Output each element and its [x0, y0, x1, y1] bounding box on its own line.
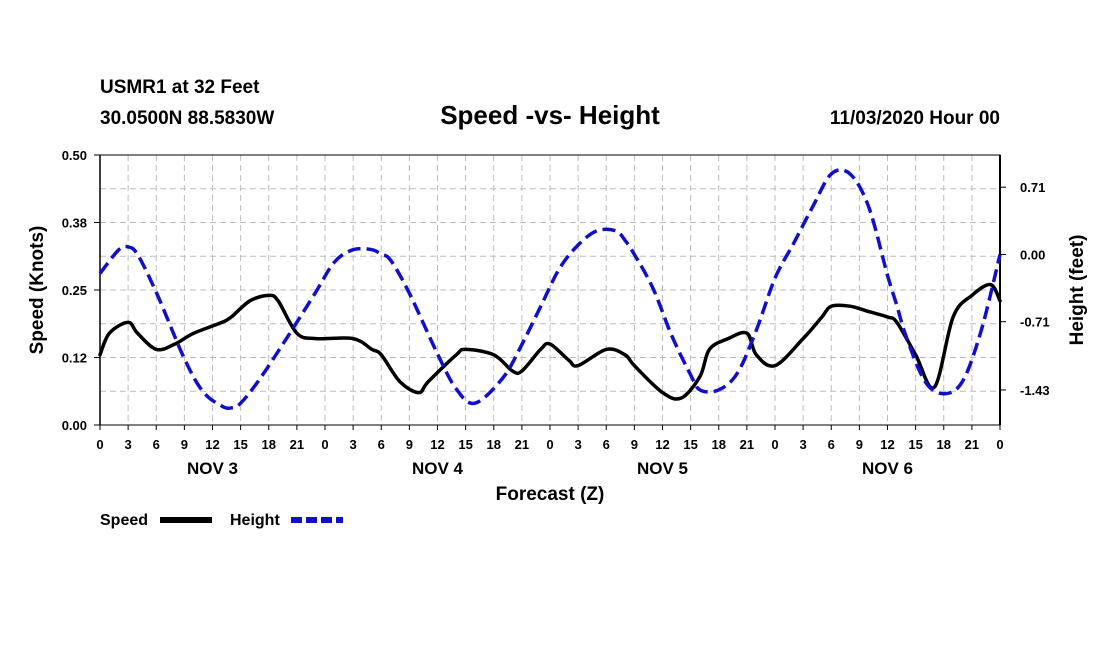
- day-label: NOV 5: [637, 459, 688, 478]
- speed-series-line: [98, 282, 1002, 401]
- chart-title: Speed -vs- Height: [440, 100, 660, 130]
- day-label: NOV 3: [187, 459, 238, 478]
- x-tick-label: 6: [378, 437, 385, 452]
- x-tick-label: 0: [546, 437, 553, 452]
- coordinates-label: 30.0500N 88.5830W: [100, 108, 274, 129]
- x-tick-label: 3: [575, 437, 582, 452]
- x-tick-label: 21: [740, 437, 754, 452]
- x-tick-label: 3: [125, 437, 132, 452]
- x-tick-label: 9: [406, 437, 413, 452]
- x-tick-label: 21: [290, 437, 304, 452]
- date-label: 11/03/2020 Hour 00: [830, 108, 1000, 129]
- x-tick-label: 6: [153, 437, 160, 452]
- right-tick-label: -0.71: [1020, 315, 1050, 330]
- legend-speed-label: Speed: [100, 512, 148, 529]
- x-tick-label: 18: [262, 437, 276, 452]
- y-axis-title-right: Height (feet): [1067, 235, 1088, 346]
- x-tick-label: 3: [800, 437, 807, 452]
- left-tick-label: 0.12: [62, 351, 87, 366]
- day-label: NOV 4: [412, 459, 464, 478]
- series-lines: [98, 168, 1002, 410]
- station-label: USMR1 at 32 Feet: [100, 77, 260, 98]
- x-tick-label: 9: [856, 437, 863, 452]
- x-axis-title: Forecast (Z): [496, 484, 605, 505]
- x-tick-label: 15: [683, 437, 697, 452]
- x-tick-label: 0: [996, 437, 1003, 452]
- day-label: NOV 6: [862, 459, 913, 478]
- x-tick-label: 9: [181, 437, 188, 452]
- right-tick-label: 0.00: [1020, 247, 1045, 262]
- right-tick-label: 0.71: [1020, 180, 1045, 195]
- x-tick-label: 15: [908, 437, 922, 452]
- left-tick-label: 0.50: [62, 148, 87, 163]
- x-tick-label: 0: [321, 437, 328, 452]
- left-tick-label: 0.00: [62, 418, 87, 433]
- left-tick-label: 0.25: [62, 283, 87, 298]
- height-series-line: [98, 168, 1002, 410]
- legend: Speed Height: [100, 512, 343, 529]
- x-tick-label: 3: [350, 437, 357, 452]
- x-tick-label: 0: [96, 437, 103, 452]
- x-tick-label: 6: [828, 437, 835, 452]
- x-tick-label: 9: [631, 437, 638, 452]
- x-tick-label: 15: [233, 437, 247, 452]
- x-tick-label: 18: [937, 437, 951, 452]
- x-tick-label: 12: [880, 437, 894, 452]
- right-tick-label: -1.43: [1020, 383, 1050, 398]
- x-tick-label: 12: [655, 437, 669, 452]
- left-tick-label: 0.38: [62, 216, 87, 231]
- x-tick-label: 6: [603, 437, 610, 452]
- x-tick-label: 12: [205, 437, 219, 452]
- legend-height-label: Height: [230, 512, 280, 529]
- x-tick-label: 18: [487, 437, 501, 452]
- y-axis-title-left: Speed (Knots): [27, 226, 48, 355]
- x-tick-label: 15: [458, 437, 472, 452]
- x-tick-label: 21: [965, 437, 979, 452]
- x-tick-label: 21: [515, 437, 529, 452]
- x-tick-label: 12: [430, 437, 444, 452]
- x-tick-label: 0: [771, 437, 778, 452]
- axes: 0.00 0.12 0.25 0.38 0.50 -1.43 -0.71 0.00 0.71 0 3…: [62, 148, 1050, 478]
- x-tick-label: 18: [712, 437, 726, 452]
- grid: [100, 155, 1000, 425]
